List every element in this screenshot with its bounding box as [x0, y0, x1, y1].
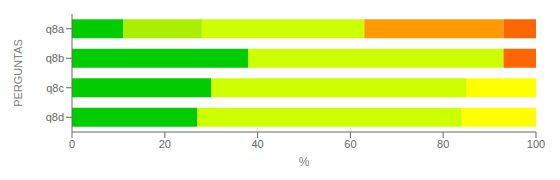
svg-text:100: 100 — [527, 138, 545, 150]
svg-text:0: 0 — [69, 138, 75, 150]
svg-text:40: 40 — [251, 138, 263, 150]
svg-text:60: 60 — [344, 138, 356, 150]
svg-text:q8b: q8b — [46, 52, 64, 64]
svg-text:%: % — [299, 155, 310, 169]
svg-text:q8a: q8a — [46, 23, 65, 35]
svg-text:20: 20 — [159, 138, 171, 150]
svg-text:q8c: q8c — [46, 82, 64, 94]
svg-text:q8d: q8d — [46, 111, 64, 123]
svg-text:PERGUNTAS: PERGUNTAS — [12, 39, 24, 107]
svg-text:80: 80 — [437, 138, 449, 150]
